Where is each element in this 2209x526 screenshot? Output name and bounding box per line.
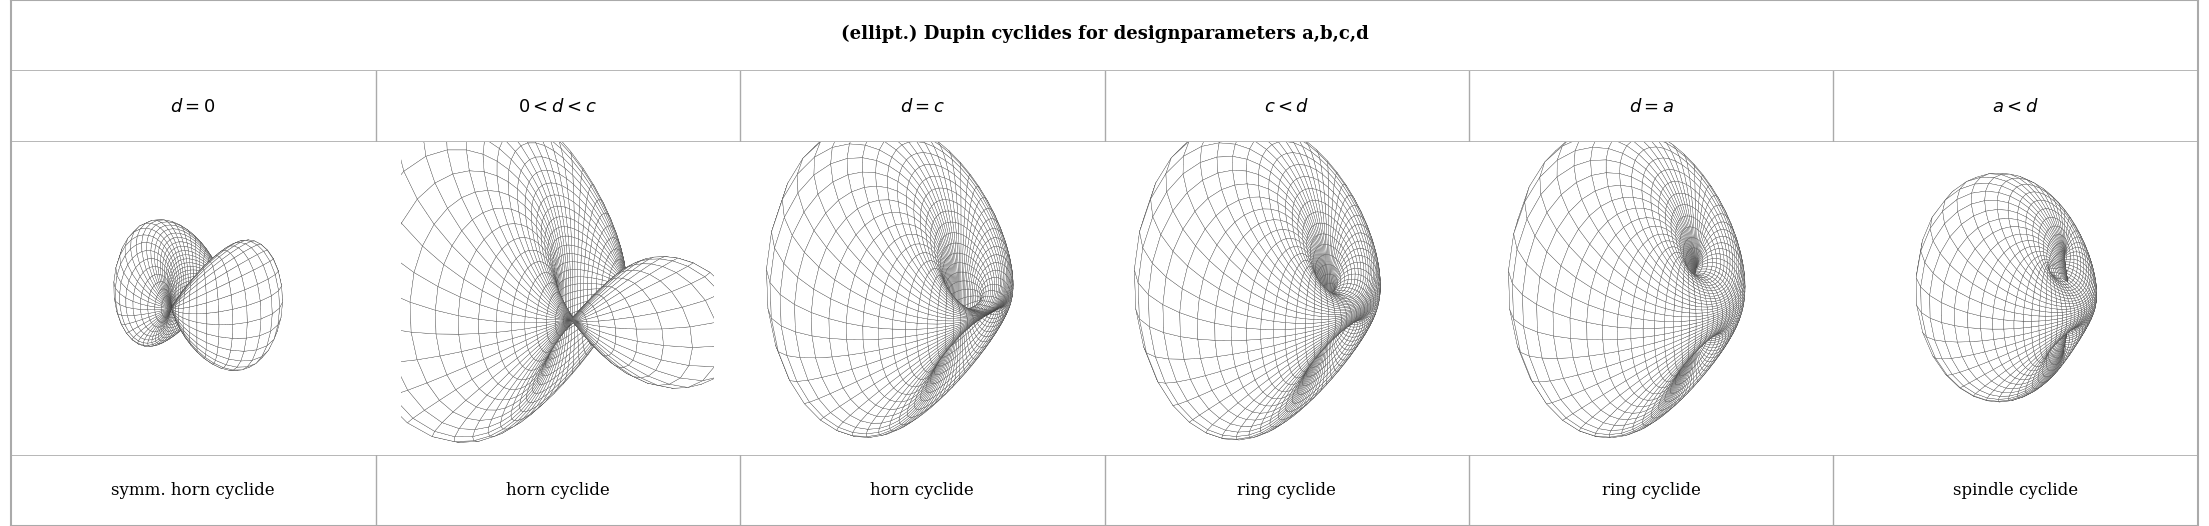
Text: $d = c$: $d = c$ bbox=[899, 97, 945, 116]
Text: $c < d$: $c < d$ bbox=[1264, 97, 1310, 116]
Text: symm. horn cyclide: symm. horn cyclide bbox=[110, 482, 276, 499]
Text: $a < d$: $a < d$ bbox=[1993, 97, 2039, 116]
Text: horn cyclide: horn cyclide bbox=[870, 482, 974, 499]
Text: spindle cyclide: spindle cyclide bbox=[1953, 482, 2079, 499]
Text: (ellipt.) Dupin cyclides for designparameters a,b,c,d: (ellipt.) Dupin cyclides for designparam… bbox=[842, 25, 1367, 43]
Text: $d = a$: $d = a$ bbox=[1628, 97, 1674, 116]
Text: horn cyclide: horn cyclide bbox=[506, 482, 610, 499]
Text: $0 < d < c$: $0 < d < c$ bbox=[519, 97, 596, 116]
Text: ring cyclide: ring cyclide bbox=[1602, 482, 1701, 499]
Text: $d = 0$: $d = 0$ bbox=[170, 97, 216, 116]
Text: ring cyclide: ring cyclide bbox=[1237, 482, 1336, 499]
